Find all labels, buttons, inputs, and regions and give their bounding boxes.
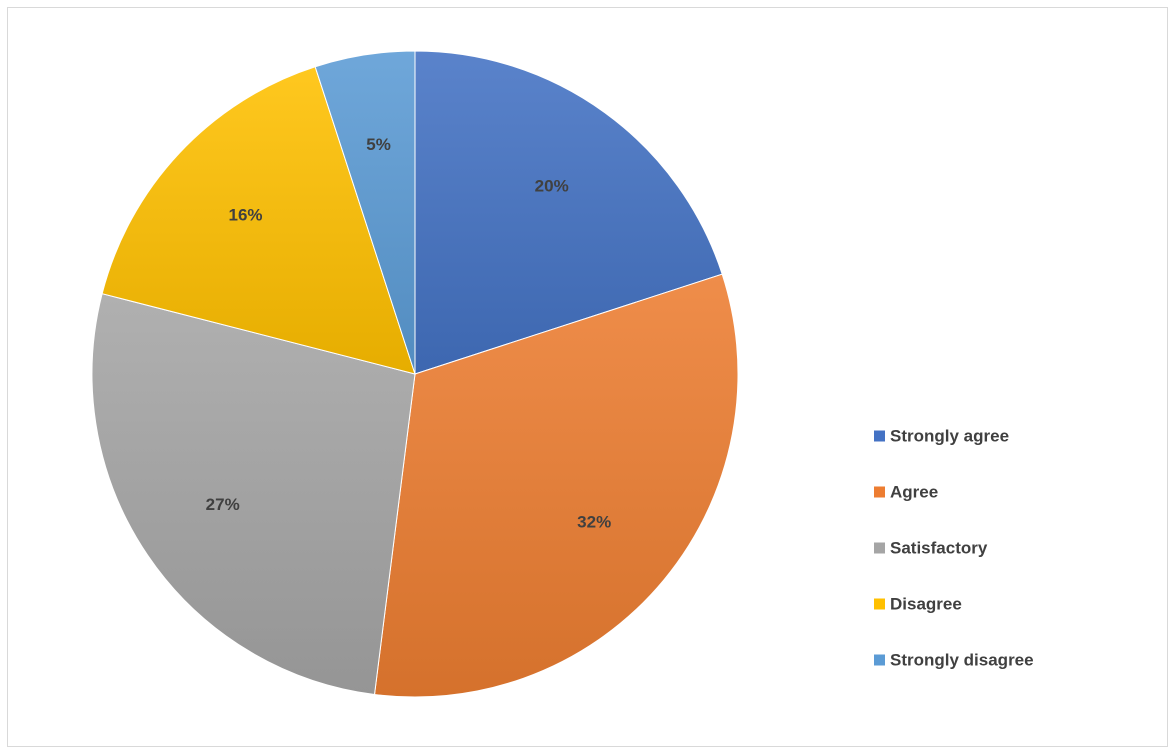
data-label-agree: 32% [577,513,611,532]
legend-item-agree: Agree [874,483,938,502]
legend-label-agree: Agree [890,483,938,502]
pie-slice-strongly-disagree [314,50,416,375]
data-label-strongly-agree: 20% [535,176,569,195]
pie-slice-disagree [101,66,416,375]
pie-slice-agree [373,273,739,698]
legend-swatch-agree [874,486,885,498]
pie-slice-satisfactory [91,293,416,696]
legend-label-strongly-disagree: Strongly disagree [890,651,1034,670]
pie-slices [91,50,739,698]
pie-slice-strongly-agree [414,50,723,375]
legend-item-disagree: Disagree [874,595,962,614]
legend-item-strongly-agree: Strongly agree [874,427,1009,446]
data-label-strongly-disagree: 5% [366,135,391,154]
pie-data-labels: 20% 32% 27% 16% 5% [206,135,612,532]
legend-label-disagree: Disagree [890,595,962,614]
legend-item-satisfactory: Satisfactory [874,539,988,558]
legend-label-strongly-agree: Strongly agree [890,427,1009,446]
data-label-satisfactory: 27% [206,495,240,514]
legend: Strongly agree Agree Satisfactory Disagree S… [874,427,1034,670]
legend-swatch-strongly-agree [874,430,885,442]
legend-label-satisfactory: Satisfactory [890,539,988,558]
legend-item-strongly-disagree: Strongly disagree [874,651,1034,670]
legend-swatch-satisfactory [874,542,885,554]
legend-swatch-strongly-disagree [874,654,885,666]
data-label-disagree: 16% [228,205,262,224]
legend-swatch-disagree [874,598,885,610]
